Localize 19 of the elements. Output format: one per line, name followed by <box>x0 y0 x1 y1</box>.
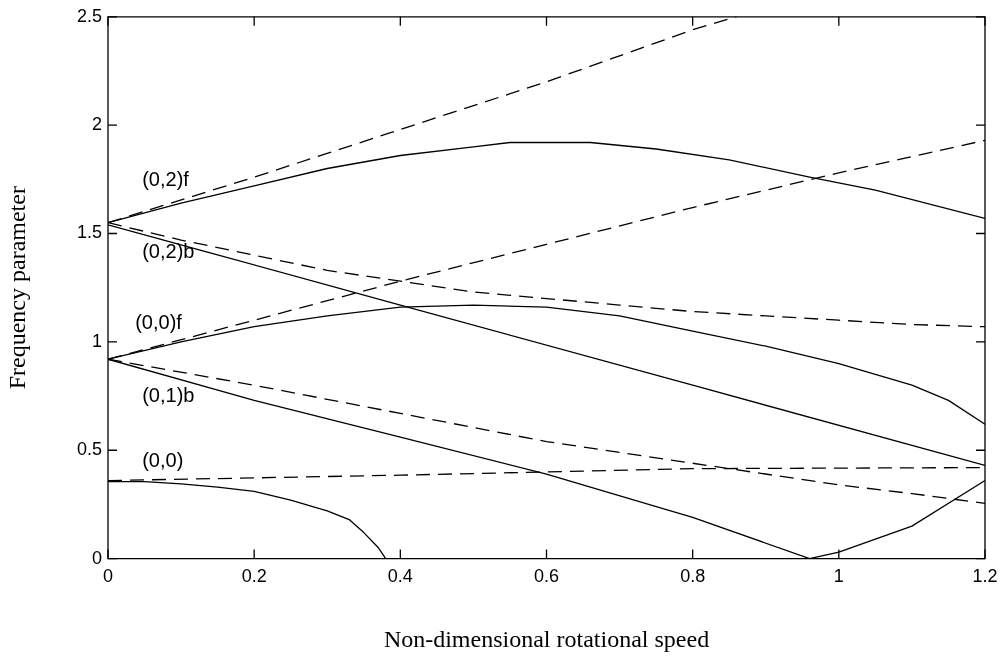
x-tick-label: 1.2 <box>972 566 998 587</box>
x-tick-label: 0.8 <box>680 566 706 587</box>
y-tick-label: 0 <box>91 547 102 568</box>
y-tick-label: 1 <box>91 330 102 351</box>
y-axis-title: Frequency parameter <box>3 186 30 390</box>
annotation: (0,0)f <box>135 310 183 333</box>
y-tick-label: 1.5 <box>76 222 102 243</box>
x-tick-label: 0.6 <box>533 566 560 587</box>
y-tick-label: 0.5 <box>76 439 102 460</box>
x-tick-label: 0.4 <box>387 566 413 587</box>
y-tick-label: 2.5 <box>76 5 102 26</box>
x-axis-title: Non-dimensional rotational speed <box>383 625 710 652</box>
x-tick-label: 0.2 <box>241 566 267 587</box>
annotation: (0,0) <box>142 448 184 471</box>
x-tick-label: 1 <box>833 566 844 587</box>
annotation: (0,2)b <box>142 240 195 262</box>
y-tick-label: 2 <box>91 114 102 135</box>
annotation: (0,2)f <box>142 167 190 190</box>
annotation: (0,1)b <box>142 383 195 406</box>
